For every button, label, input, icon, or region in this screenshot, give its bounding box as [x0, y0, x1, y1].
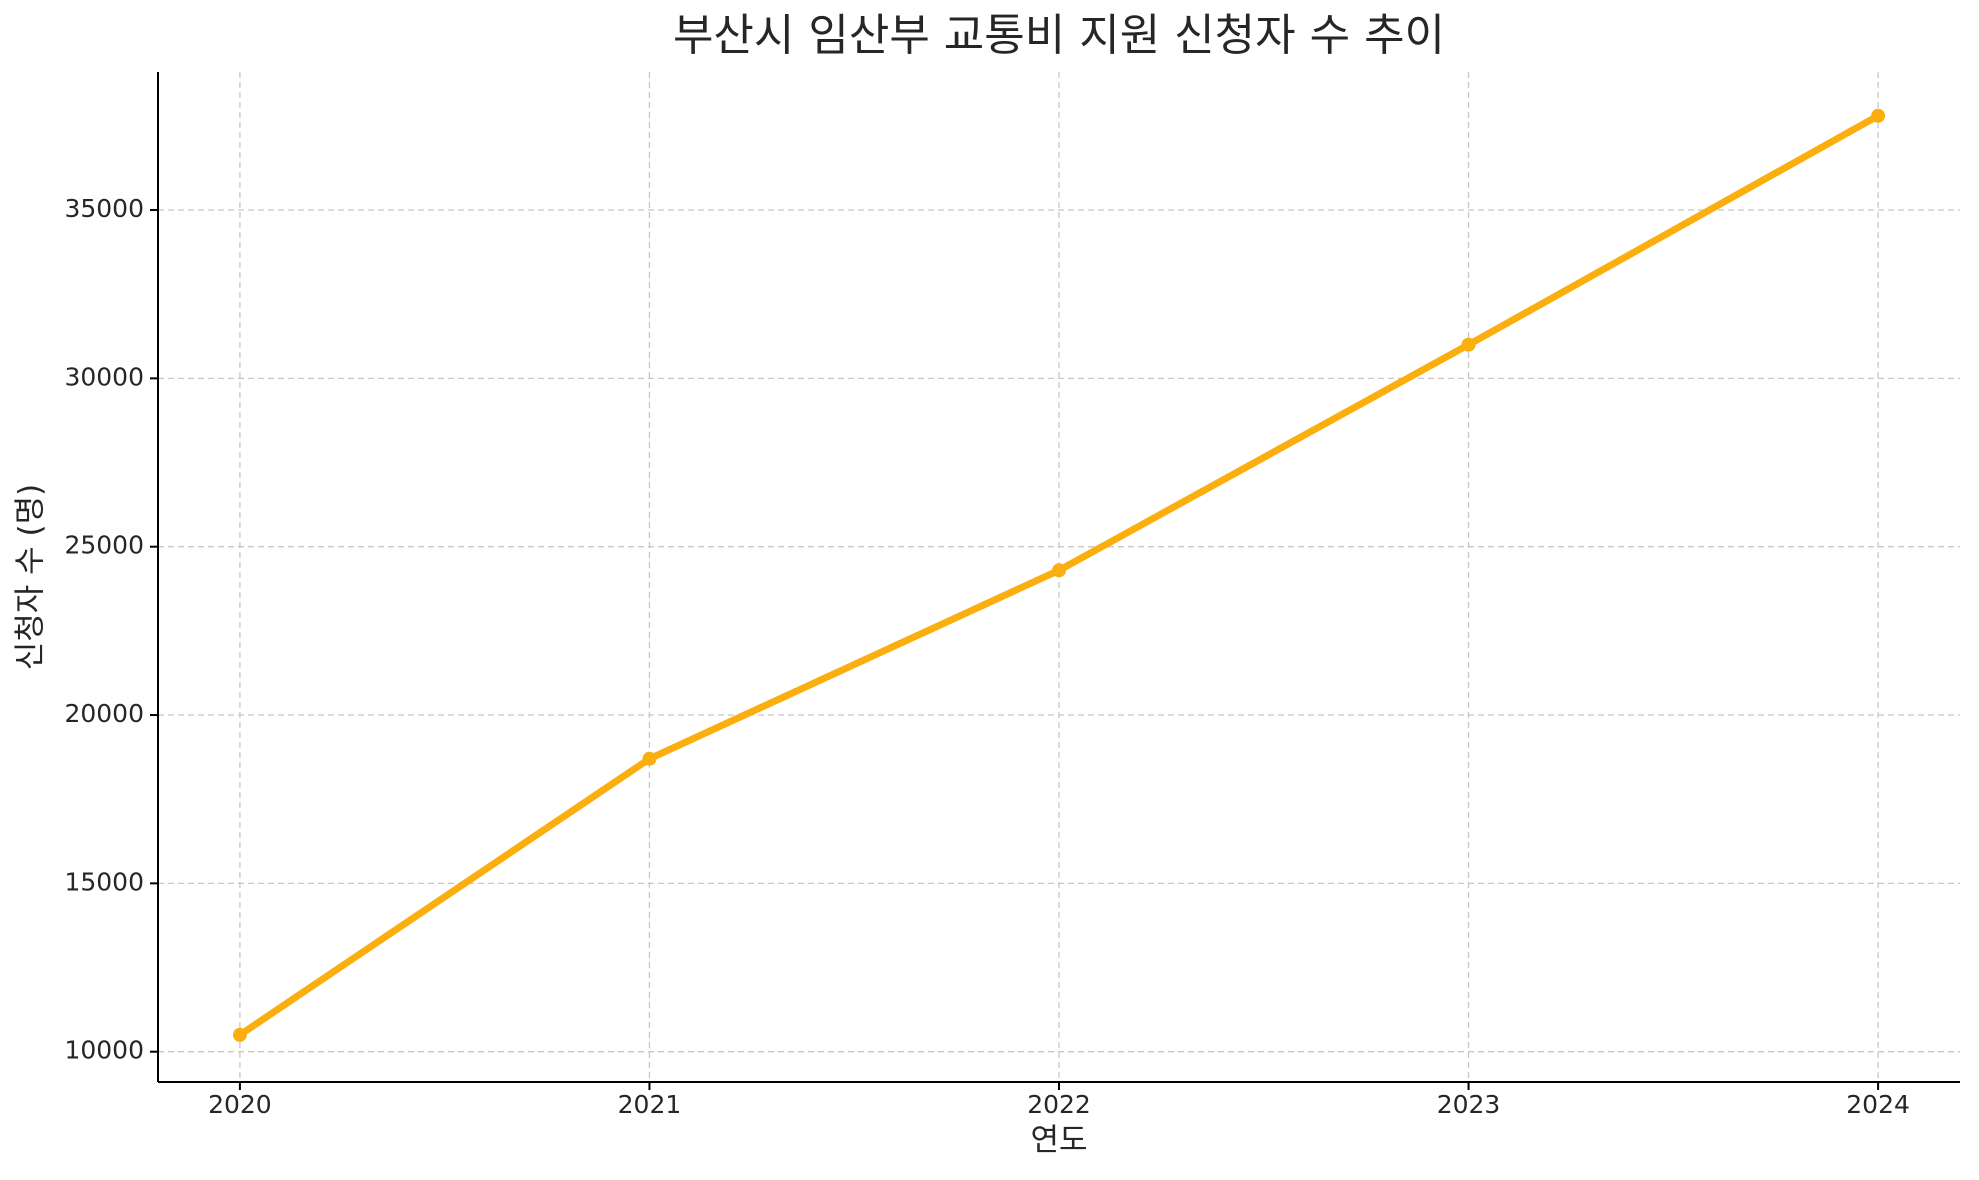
point: [1052, 563, 1066, 578]
x-axis-label: 연도: [1030, 1123, 1087, 1159]
y-axis-label: 신청자 수 (명): [13, 484, 49, 671]
point: [1461, 337, 1476, 352]
point: [1871, 108, 1886, 123]
y-tick-label: 10000: [64, 1036, 144, 1065]
chart-title: 부산시 임산부 교통비 지원 신청자 수 추이: [673, 10, 1445, 61]
point: [232, 1027, 247, 1042]
y-tick-label: 35000: [64, 194, 144, 223]
x-tick-label: 2023: [1437, 1090, 1501, 1119]
x-tick-label: 2021: [618, 1090, 682, 1119]
y-tick-label: 20000: [64, 699, 144, 728]
point: [642, 751, 657, 766]
y-tick-label: 15000: [64, 867, 144, 896]
x-tick-label: 2022: [1027, 1090, 1091, 1119]
y-tick-label: 30000: [64, 362, 144, 391]
x-tick-label: 2024: [1846, 1090, 1910, 1119]
x-tick-label: 2020: [208, 1090, 272, 1119]
y-tick-label: 25000: [64, 531, 144, 560]
